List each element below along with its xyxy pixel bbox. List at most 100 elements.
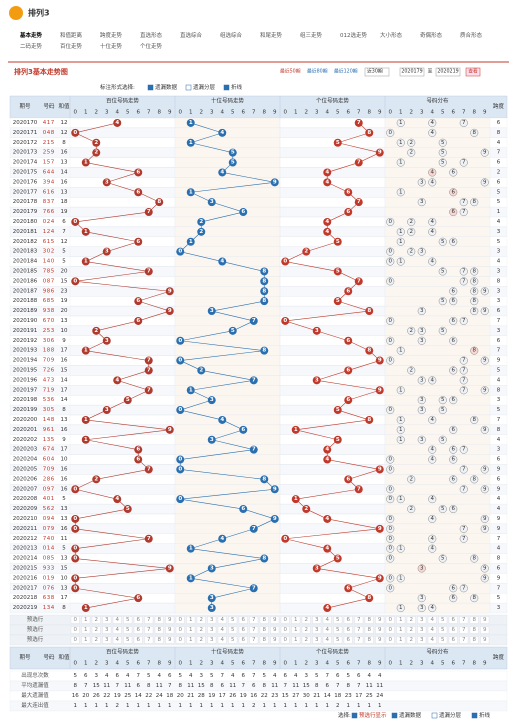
preselect-cell[interactable] [249,636,259,644]
preselect-cell[interactable] [81,616,91,624]
nav-tab[interactable]: 直选形态 [140,31,163,39]
preselect-cell[interactable] [354,626,364,634]
preselect-cell[interactable] [406,616,416,624]
preselect-cell[interactable] [102,616,112,624]
preselect-cell[interactable] [217,636,227,644]
checkbox-label[interactable]: 遗漏数据 [155,83,178,91]
preselect-cell[interactable] [102,626,112,634]
preselect-cell[interactable] [291,636,301,644]
preselect-cell[interactable] [469,626,479,634]
nav-tab[interactable]: 012选走势 [340,31,367,39]
preselect-cell[interactable] [469,636,479,644]
checkbox-label[interactable]: 预选行显示 [359,711,387,719]
preselect-cell[interactable] [364,636,374,644]
preselect-cell[interactable] [270,636,280,644]
nav-tab[interactable]: 和尾走势 [260,31,283,39]
preselect-cell[interactable] [427,636,437,644]
checkbox-label[interactable]: 遗漏分层 [439,711,462,719]
preselect-cell[interactable] [228,636,238,644]
from-input[interactable]: 2020179 [401,69,422,75]
preselect-cell[interactable] [438,616,448,624]
preselect-cell[interactable] [469,616,479,624]
preselect-cell[interactable] [91,636,101,644]
preselect-cell[interactable] [448,636,458,644]
preselect-cell[interactable] [175,616,185,624]
preselect-cell[interactable] [385,616,395,624]
preselect-cell[interactable] [427,616,437,624]
preselect-cell[interactable] [112,636,122,644]
preselect-cell[interactable] [196,636,206,644]
preselect-cell[interactable] [217,616,227,624]
nav-tab[interactable]: 十位走势 [100,42,123,50]
checkbox[interactable] [391,712,398,719]
preselect-cell[interactable] [165,616,175,624]
preselect-cell[interactable] [238,626,248,634]
preselect-cell[interactable] [480,626,490,634]
checkbox[interactable] [223,84,230,91]
preselect-cell[interactable] [154,636,164,644]
preselect-cell[interactable] [354,636,364,644]
checkbox[interactable] [431,712,438,719]
preselect-cell[interactable] [154,626,164,634]
select[interactable]: 近30期 [367,68,383,75]
checkbox-label[interactable]: 遗漏分层 [193,83,216,91]
nav-tab[interactable]: 奇偶形态 [420,31,443,39]
preselect-cell[interactable] [343,636,353,644]
preselect-cell[interactable] [70,616,80,624]
preselect-cell[interactable] [70,636,80,644]
preselect-cell[interactable] [259,626,269,634]
preselect-cell[interactable] [165,636,175,644]
preselect-cell[interactable] [333,636,343,644]
view-button[interactable] [465,67,481,77]
preselect-cell[interactable] [280,616,290,624]
view-button-label[interactable]: 查看 [468,68,478,75]
preselect-cell[interactable] [312,616,322,624]
nav-tab[interactable]: 个位走势 [140,42,163,50]
preselect-cell[interactable] [448,616,458,624]
to-input[interactable]: 2020219 [437,69,458,75]
preselect-cell[interactable] [81,626,91,634]
preselect-cell[interactable] [364,616,374,624]
nav-tab[interactable]: 质合形态 [460,31,483,39]
preselect-cell[interactable] [207,616,217,624]
preselect-cell[interactable] [343,616,353,624]
preselect-cell[interactable] [123,636,133,644]
preselect-cell[interactable] [417,636,427,644]
range-link[interactable]: 最近80期 [307,68,328,75]
preselect-cell[interactable] [396,636,406,644]
preselect-cell[interactable] [417,626,427,634]
preselect-cell[interactable] [112,626,122,634]
checkbox-label[interactable]: 遗漏数据 [399,711,422,719]
select-box[interactable] [364,67,390,77]
nav-tab[interactable]: 组三走势 [300,31,323,39]
preselect-cell[interactable] [291,616,301,624]
preselect-cell[interactable] [102,636,112,644]
nav-tab[interactable]: 基本走势 [19,31,43,39]
preselect-cell[interactable] [228,616,238,624]
preselect-cell[interactable] [396,616,406,624]
preselect-cell[interactable] [165,626,175,634]
preselect-cell[interactable] [259,616,269,624]
preselect-cell[interactable] [406,636,416,644]
preselect-cell[interactable] [133,616,143,624]
preselect-cell[interactable] [385,636,395,644]
from-box[interactable] [399,67,425,77]
preselect-cell[interactable] [312,626,322,634]
preselect-cell[interactable] [238,636,248,644]
preselect-cell[interactable] [217,626,227,634]
preselect-cell[interactable] [133,626,143,634]
preselect-cell[interactable] [123,626,133,634]
preselect-cell[interactable] [280,636,290,644]
preselect-cell[interactable] [207,626,217,634]
preselect-cell[interactable] [333,616,343,624]
preselect-cell[interactable] [228,626,238,634]
checkbox[interactable] [351,712,358,719]
preselect-cell[interactable] [175,636,185,644]
nav-tab[interactable]: 跨度走势 [100,31,123,39]
preselect-cell[interactable] [280,626,290,634]
preselect-cell[interactable] [91,616,101,624]
nav-tab[interactable]: 大小形态 [380,31,403,39]
preselect-cell[interactable] [144,636,154,644]
preselect-cell[interactable] [270,626,280,634]
checkbox[interactable] [471,712,478,719]
